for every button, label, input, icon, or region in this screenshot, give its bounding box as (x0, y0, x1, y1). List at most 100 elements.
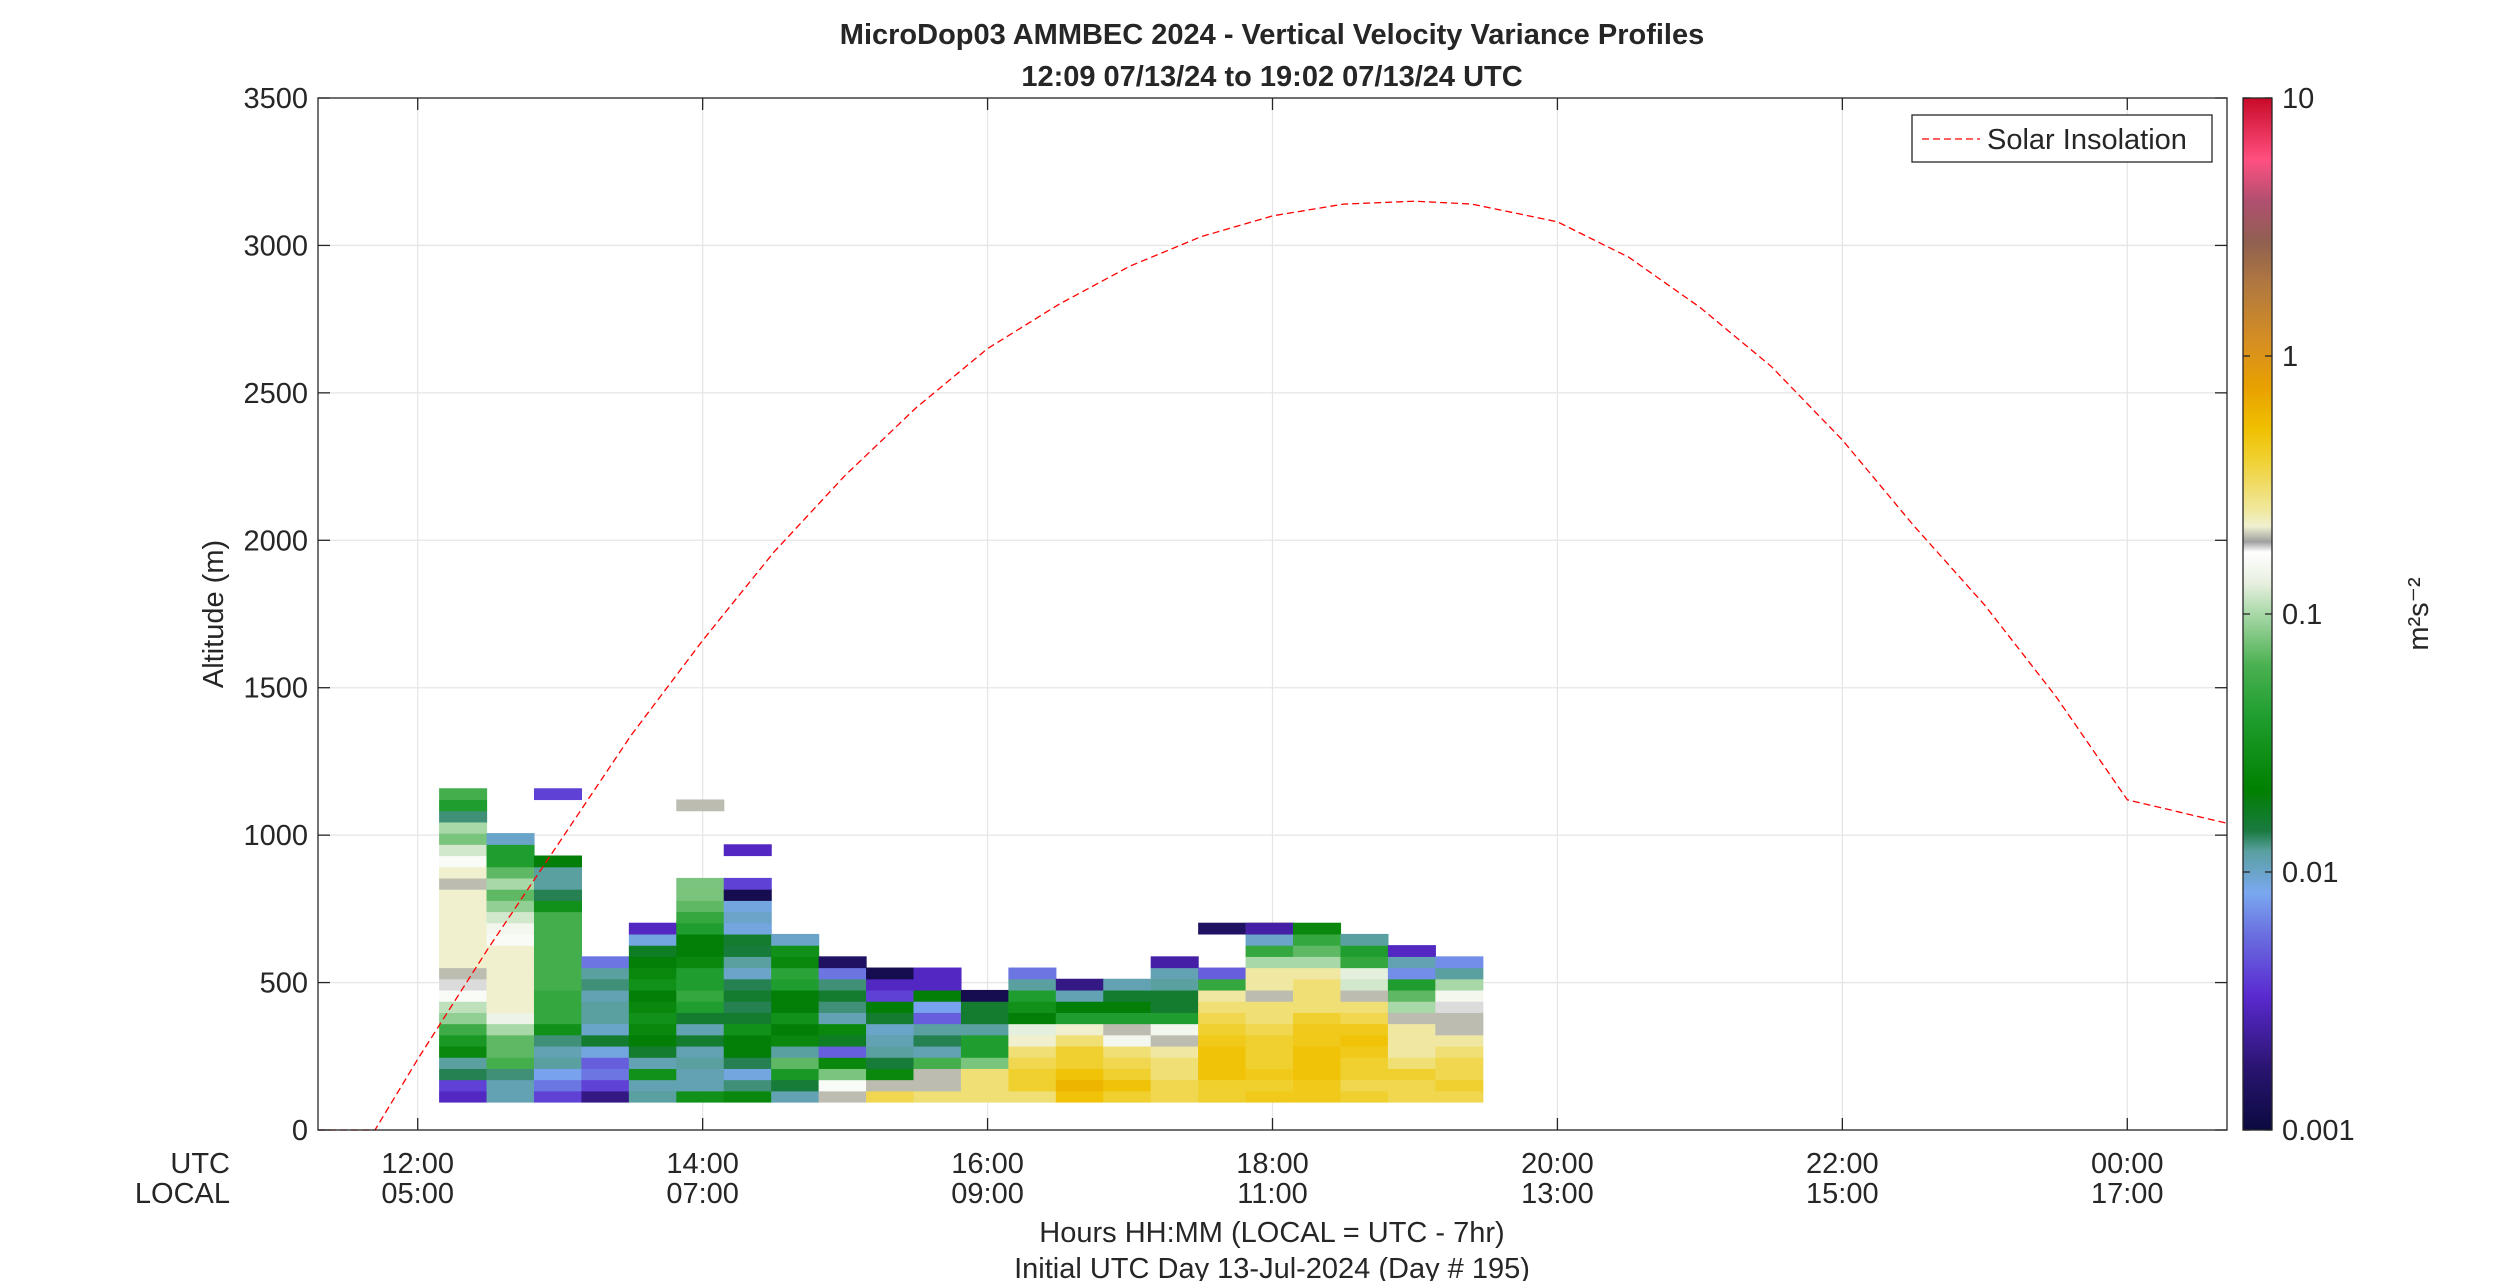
heatmap-cell (1198, 1034, 1247, 1047)
heatmap-cell (581, 989, 630, 1002)
heatmap-cell (1008, 978, 1057, 991)
y-axis-label: Altitude (m) (198, 540, 230, 688)
heatmap-cell (533, 945, 583, 957)
heatmap-cell (771, 1090, 820, 1103)
heatmap-cell (1435, 967, 1484, 980)
heatmap-cell (1293, 967, 1342, 980)
heatmap-cell (628, 1057, 677, 1069)
heatmap-cell (439, 788, 488, 801)
heatmap-cell (1198, 1045, 1247, 1058)
heatmap-cell (1340, 978, 1389, 991)
heatmap-cell (723, 1023, 772, 1036)
heatmap-cell (1435, 1023, 1484, 1036)
heatmap-cell (1198, 978, 1247, 991)
heatmap-cell (581, 956, 630, 969)
heatmap-cell (1340, 1057, 1389, 1069)
y-tick-label: 500 (260, 968, 308, 1000)
heatmap-cell (486, 889, 535, 901)
heatmap-cell (913, 1012, 962, 1025)
heatmap-cell (1198, 967, 1247, 980)
heatmap-cell (628, 989, 677, 1002)
heatmap-cell (1008, 1090, 1057, 1103)
heatmap-cell (676, 1079, 725, 1092)
heatmap-cell (913, 1001, 962, 1013)
heatmap-cell (486, 1023, 535, 1036)
heatmap-cell (1387, 956, 1436, 969)
x-tick-label-local: 07:00 (666, 1178, 739, 1210)
heatmap-cell (866, 1090, 915, 1103)
heatmap-cell (1340, 1045, 1389, 1058)
heatmap-cell (533, 1001, 583, 1013)
heatmap-cell (439, 844, 488, 857)
chart-subtitle: 12:09 07/13/24 to 19:02 07/13/24 UTC (1021, 61, 1522, 93)
heatmap-cell (1435, 1001, 1484, 1013)
heatmap-cell (676, 989, 725, 1002)
heatmap-cell (1055, 1012, 1104, 1025)
heatmap-cell (439, 833, 488, 845)
heatmap-cell (628, 978, 677, 991)
colorbar-tick-label: 0.1 (2282, 599, 2322, 631)
heatmap-cell (1340, 1023, 1389, 1036)
heatmap-cell (913, 1090, 962, 1103)
heatmap-cell (913, 967, 962, 980)
heatmap-cell (1293, 1012, 1342, 1025)
heatmap-cell (1387, 978, 1436, 991)
heatmap-cell (771, 1057, 820, 1069)
heatmap-cell (1150, 1012, 1199, 1025)
heatmap-cell (1055, 1079, 1104, 1092)
heatmap-cell (533, 889, 583, 901)
heatmap-cell (913, 1045, 962, 1058)
heatmap-cell (533, 1023, 583, 1036)
heatmap-cell (723, 922, 772, 935)
heatmap-cell (581, 1045, 630, 1058)
heatmap-cell (723, 911, 772, 924)
heatmap-cell (1103, 1023, 1152, 1036)
heatmap-cell (1055, 1001, 1104, 1013)
heatmap-cell (486, 900, 535, 913)
heatmap-cell (439, 1001, 488, 1013)
heatmap-cell (866, 1034, 915, 1047)
heatmap-cell (1435, 1090, 1484, 1103)
heatmap-cell (1245, 967, 1294, 980)
x-tick-label-local: 17:00 (2091, 1178, 2164, 1210)
heatmap-cell (771, 1001, 820, 1013)
heatmap-cell (581, 1012, 630, 1025)
heatmap-cell (1245, 933, 1294, 946)
heatmap-cell (1340, 1068, 1389, 1081)
heatmap-cell (533, 877, 583, 890)
heatmap-cell (818, 1001, 867, 1013)
heatmap-cell (1387, 1090, 1436, 1103)
heatmap-cell (1008, 1068, 1057, 1081)
heatmap-cell (1103, 1034, 1152, 1047)
heatmap-cell (1387, 1068, 1436, 1081)
heatmap-cell (913, 1079, 962, 1092)
heatmap-cell (1198, 989, 1247, 1002)
heatmap-cell (533, 1079, 583, 1092)
x-tick-label-utc: 18:00 (1236, 1148, 1309, 1180)
heatmap-cell (628, 956, 677, 969)
heatmap-cell (723, 967, 772, 980)
heatmap-cell (439, 933, 488, 946)
heatmap-cell (676, 1068, 725, 1081)
heatmap-cell (486, 911, 535, 924)
heatmap-cell (1435, 989, 1484, 1002)
heatmap-cell (439, 967, 488, 980)
heatmap-cell (628, 1068, 677, 1081)
heatmap-cell (866, 1045, 915, 1058)
heatmap-cell (723, 1045, 772, 1058)
heatmap-cell (439, 945, 488, 957)
heatmap-cell (1008, 1023, 1057, 1036)
heatmap-cell (676, 1034, 725, 1047)
y-tick-label: 1500 (243, 673, 308, 705)
heatmap-cell (866, 989, 915, 1002)
heatmap-cell (628, 1034, 677, 1047)
heatmap-cell (439, 956, 488, 969)
heatmap-cell (818, 1057, 867, 1069)
heatmap-cell (1150, 1034, 1199, 1047)
heatmap-cell (439, 911, 488, 924)
colorbar-tick-label: 0.001 (2282, 1115, 2355, 1147)
x-tick-label-local: 15:00 (1806, 1178, 1879, 1210)
heatmap-cell (533, 1068, 583, 1081)
heatmap-cell (723, 1068, 772, 1081)
heatmap-cell (1150, 956, 1199, 969)
